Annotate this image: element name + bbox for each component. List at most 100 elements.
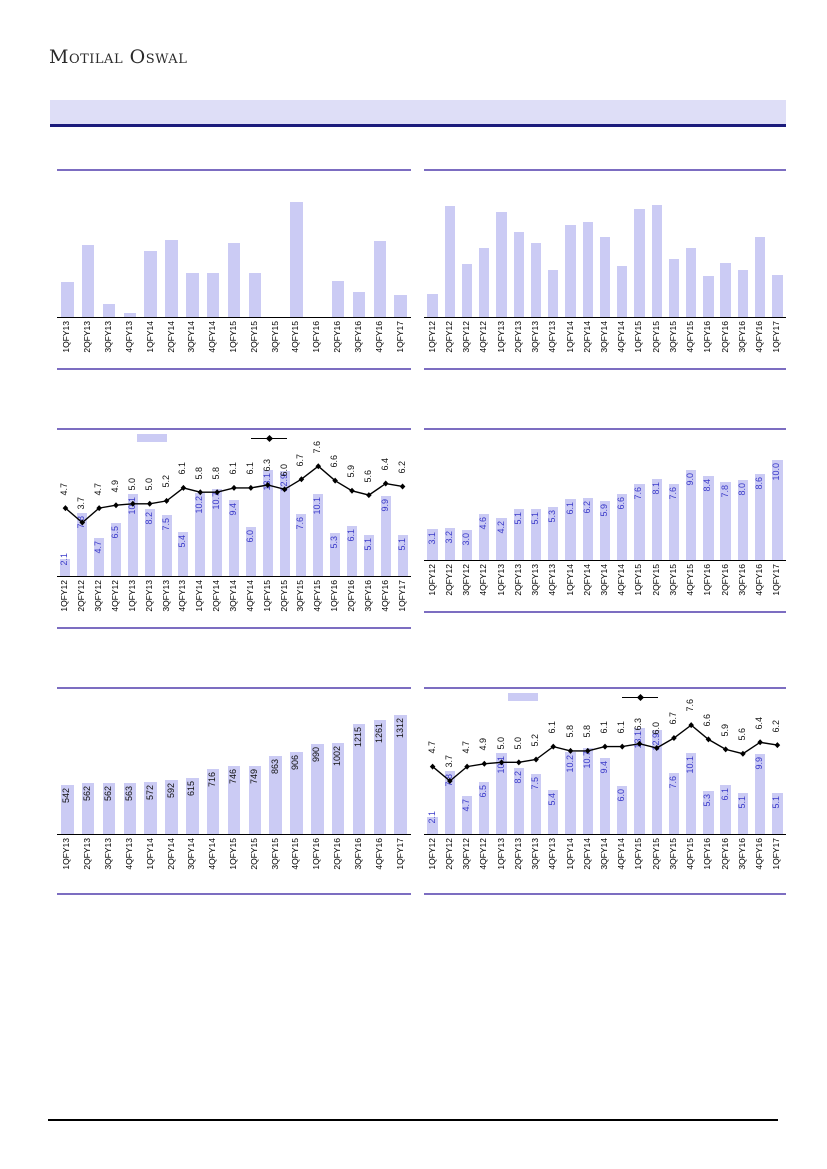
x-axis-label: 3QFY13	[160, 580, 171, 612]
bar	[248, 766, 262, 834]
bar	[617, 785, 628, 834]
bar	[668, 772, 680, 834]
bar	[582, 222, 593, 317]
x-axis-label: 2QFY16	[719, 321, 730, 353]
x-axis-label: 1QFY14	[564, 321, 575, 353]
bar	[548, 790, 559, 834]
x-axis-label: 2QFY14	[211, 580, 222, 612]
x-axis-label: 4QFY16	[754, 321, 765, 353]
bar	[461, 264, 473, 317]
line-label: 6.0	[278, 463, 289, 477]
x-axis-label: 4QFY15	[312, 580, 323, 612]
x-axis-label: 1QFY14	[564, 564, 575, 596]
x-axis-label: 3QFY16	[736, 321, 747, 353]
x-axis-label: 1QFY16	[329, 580, 340, 612]
bar	[228, 499, 240, 576]
x-axis-label: 3QFY14	[599, 564, 609, 596]
footer-rule	[48, 1119, 778, 1121]
bar	[102, 783, 116, 834]
bar-label: 4.6	[478, 517, 489, 530]
x-axis-label: 4QFY13	[547, 321, 558, 353]
bar	[582, 747, 593, 834]
bar	[311, 744, 324, 834]
bar	[352, 723, 366, 834]
x-axis-label: 4QFY13	[547, 564, 558, 596]
line-label: 4.7	[426, 741, 437, 754]
x-axis-label: 4QFY14	[616, 321, 627, 353]
plot-area: 3.1 3.2 3.0 4.6 4.2 5.1 5.1 5.3 6.1 6.2 5.9 6.6 7.6 8…	[424, 430, 786, 561]
bar	[686, 470, 697, 560]
x-axis-label: 4QFY15	[685, 321, 696, 353]
x-axis-label: 4QFY13	[123, 838, 134, 870]
x-axis-label: 1QFY13	[495, 838, 506, 870]
x-axis-label: 4QFY14	[616, 838, 627, 870]
x-axis-label: 4QFY15	[685, 564, 696, 596]
bar	[161, 515, 172, 576]
bar	[352, 292, 366, 317]
bar	[703, 276, 714, 317]
x-axis-label: 2QFY15	[650, 838, 661, 870]
x-axis-label: 1QFY17	[771, 321, 782, 353]
x-axis-label: 1QFY15	[633, 564, 644, 596]
chart-bottom-rule	[424, 368, 786, 370]
bar-label: 906	[290, 754, 301, 770]
bar	[461, 796, 473, 834]
bar	[686, 248, 697, 317]
bar	[720, 784, 731, 834]
bar-label: 8.4	[702, 479, 713, 492]
x-axis-label: 1QFY12	[59, 580, 70, 612]
bar-label: 749	[248, 769, 259, 785]
bar	[772, 792, 783, 834]
line-label: 5.8	[581, 725, 592, 738]
line-label: 6.1	[599, 720, 609, 734]
x-axis-label: 3QFY15	[269, 321, 280, 353]
x-axis-label: 1QFY15	[228, 321, 238, 353]
line-label: 4.9	[478, 738, 489, 751]
x-axis-label: 2QFY15	[248, 838, 259, 870]
x-axis-label: 3QFY12	[461, 564, 472, 596]
bar	[565, 225, 576, 317]
bar-label: 7.8	[719, 485, 730, 498]
x-axis-label: 1QFY14	[564, 838, 575, 870]
bar-label: 990	[311, 747, 322, 763]
line-label: 5.2	[530, 733, 541, 747]
x-axis-label: 1QFY13	[61, 838, 72, 870]
line-label: 5.6	[362, 469, 373, 483]
x-axis-label: 1QFY12	[426, 564, 437, 596]
line-label: 6.2	[771, 719, 782, 733]
bar	[77, 512, 88, 576]
legend	[35, 430, 389, 446]
line-label: 5.9	[719, 723, 730, 737]
x-axis-label: 3QFY15	[295, 580, 306, 612]
bar	[206, 273, 220, 317]
bar	[479, 248, 490, 317]
line-label: 4.7	[461, 741, 472, 754]
bar-label: 5.1	[512, 512, 523, 525]
x-axis-label: 4QFY16	[754, 564, 765, 596]
x-axis-label: 4QFY14	[244, 580, 255, 612]
x-axis-label: 1QFY15	[261, 580, 272, 612]
line-label: 6.3	[261, 459, 272, 472]
bar	[737, 480, 749, 560]
x-axis-label: 2QFY15	[650, 564, 661, 596]
bar	[530, 242, 542, 317]
x-axis-label: 3QFY14	[186, 321, 197, 353]
bar	[668, 258, 680, 317]
plot-area: 542 562 562 563 572 592 615 716 746 749 863 906 990 1…	[57, 689, 411, 835]
line-label: 6.7	[295, 453, 306, 467]
x-axis-label: 2QFY16	[332, 321, 343, 353]
legend-line-swatch	[622, 693, 658, 701]
x-axis-label: 3QFY14	[228, 580, 238, 612]
x-axis-label: 4QFY13	[123, 321, 134, 353]
x-axis-label: 3QFY12	[93, 580, 104, 612]
x-axis-label: 4QFY12	[478, 564, 489, 596]
x-axis-label: 3QFY12	[461, 321, 472, 353]
trend-line	[62, 463, 406, 526]
line-label: 5.0	[126, 478, 137, 491]
chart-bottom-right: 2.17.84.76.510.18.27.55.410.210.79.46.01…	[424, 687, 786, 895]
bar	[668, 484, 680, 560]
bar	[331, 280, 345, 317]
x-axis-label: 2QFY15	[248, 321, 259, 353]
line-label: 6.7	[667, 712, 678, 725]
